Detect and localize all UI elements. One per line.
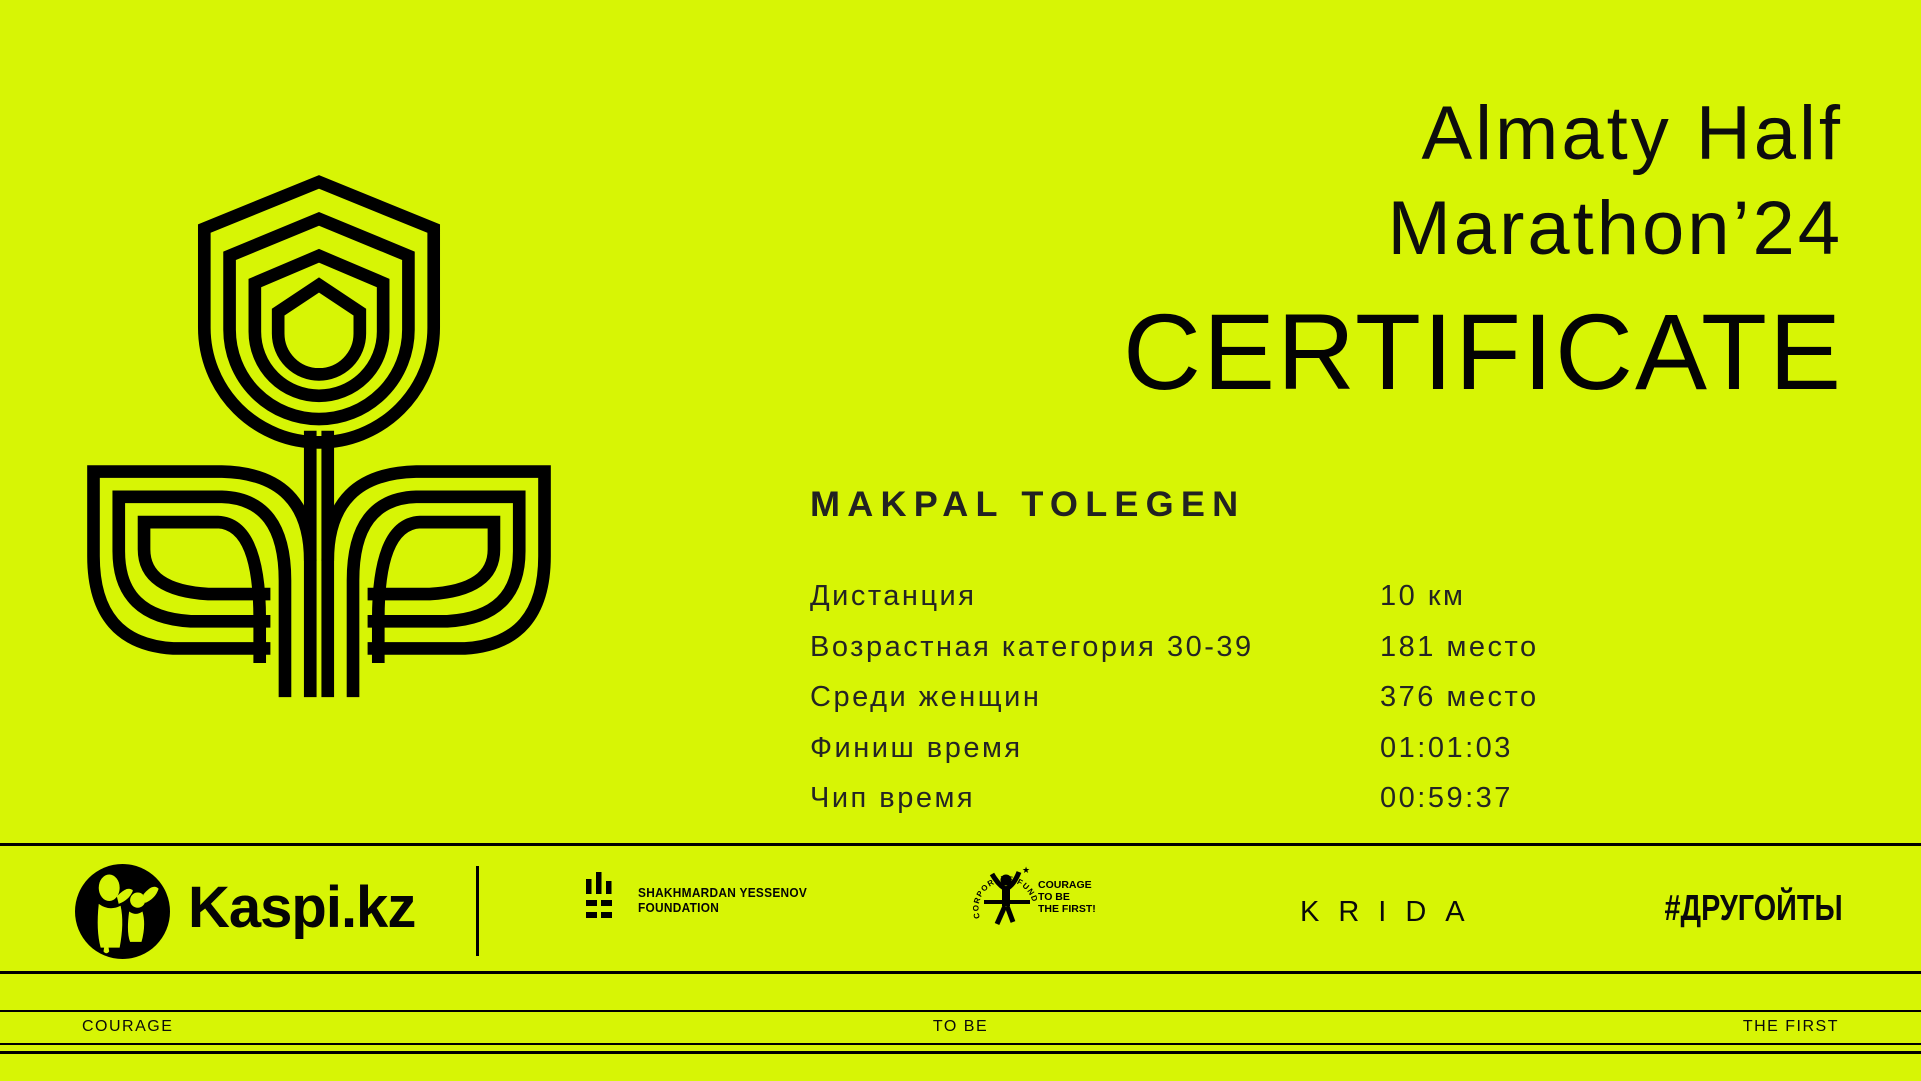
cf-text-line3: THE FIRST! xyxy=(1038,903,1096,915)
stat-value: 376 место xyxy=(1380,681,1539,713)
yessenov-foundation-icon xyxy=(586,872,612,918)
stat-label: Финиш время xyxy=(810,731,1023,764)
krida-wordmark: KRIDA xyxy=(1300,896,1484,928)
sponsor-band-bottom-rule xyxy=(0,971,1921,974)
stat-row-distance: Дистанция 10 км xyxy=(810,578,1610,629)
stat-row-age-category: Возрастная категория 30-39 181 место xyxy=(810,629,1610,680)
stat-label: Чип время xyxy=(810,782,976,814)
stat-row-among-women: Среди женщин 376 место xyxy=(810,679,1610,730)
yessenov-line1: SHAKHMARDAN YESSENOV xyxy=(638,886,808,900)
stat-value: 181 место xyxy=(1380,630,1539,663)
leaf-right-inner xyxy=(367,515,501,664)
cf-text-line1: COURAGE xyxy=(1038,879,1092,891)
kaspi-wordmark: Kaspi.kz xyxy=(188,875,416,940)
yessenov-foundation-label: SHAKHMARDAN YESSENOV FOUNDATION xyxy=(638,886,807,916)
leaf-left-mid xyxy=(112,490,292,698)
event-title-line2: Marathon’24 xyxy=(1387,186,1843,271)
tulip-head-shield xyxy=(271,277,367,381)
runner-icon xyxy=(984,871,1030,926)
leaf-left-inner xyxy=(137,515,271,664)
tulip-head-inner xyxy=(248,248,390,402)
hashtag-wordmark: #ДРУГОЙТЫ xyxy=(1664,887,1843,928)
stat-row-finish-time: Финиш время 01:01:03 xyxy=(810,730,1610,781)
star-icon: ★ xyxy=(1022,865,1030,875)
stat-row-chip-time: Чип время 00:59:37 xyxy=(810,780,1610,831)
result-stats: Дистанция 10 км Возрастная категория 30-… xyxy=(810,578,1610,831)
stat-label: Среди женщин xyxy=(810,681,1042,713)
leaf-right-mid xyxy=(346,490,526,698)
strip-rule-bottom xyxy=(0,1051,1921,1054)
strip-the-first: THE FIRST xyxy=(1742,1018,1839,1035)
stat-value: 10 км xyxy=(1380,580,1466,612)
stat-label: Возрастная категория 30-39 xyxy=(810,630,1254,663)
leaf-left-outer xyxy=(87,465,317,655)
strip-courage: COURAGE xyxy=(82,1018,174,1035)
corporate-fund-logo: CORPORATE FUND ★ COURAGE TO BE THE FIRST… xyxy=(972,865,1096,926)
tulip-logo-icon xyxy=(87,175,551,698)
leaf-right-outer xyxy=(321,465,551,655)
stat-value: 01:01:03 xyxy=(1380,731,1513,764)
strip-to-be: TO BE xyxy=(932,1018,989,1035)
cf-text-line2: TO BE xyxy=(1038,891,1070,903)
event-title: Almaty Half Marathon’24 xyxy=(1388,86,1844,276)
stat-value: 00:59:37 xyxy=(1380,782,1513,814)
yessenov-line2: FOUNDATION xyxy=(638,901,720,915)
participant-name: MAKPAL TOLEGEN xyxy=(810,485,1246,524)
stat-label: Дистанция xyxy=(810,580,977,612)
kaspi-logo-icon xyxy=(75,864,170,959)
certificate-heading: CERTIFICATE xyxy=(1122,291,1843,412)
strip-rule-upper xyxy=(0,1010,1921,1012)
tulip-head-mid xyxy=(223,212,415,426)
sponsor-divider xyxy=(476,866,479,956)
strip-rule-lower xyxy=(0,1043,1921,1045)
sponsor-band-top-rule xyxy=(0,843,1921,846)
event-title-line1: Almaty Half xyxy=(1421,91,1843,176)
